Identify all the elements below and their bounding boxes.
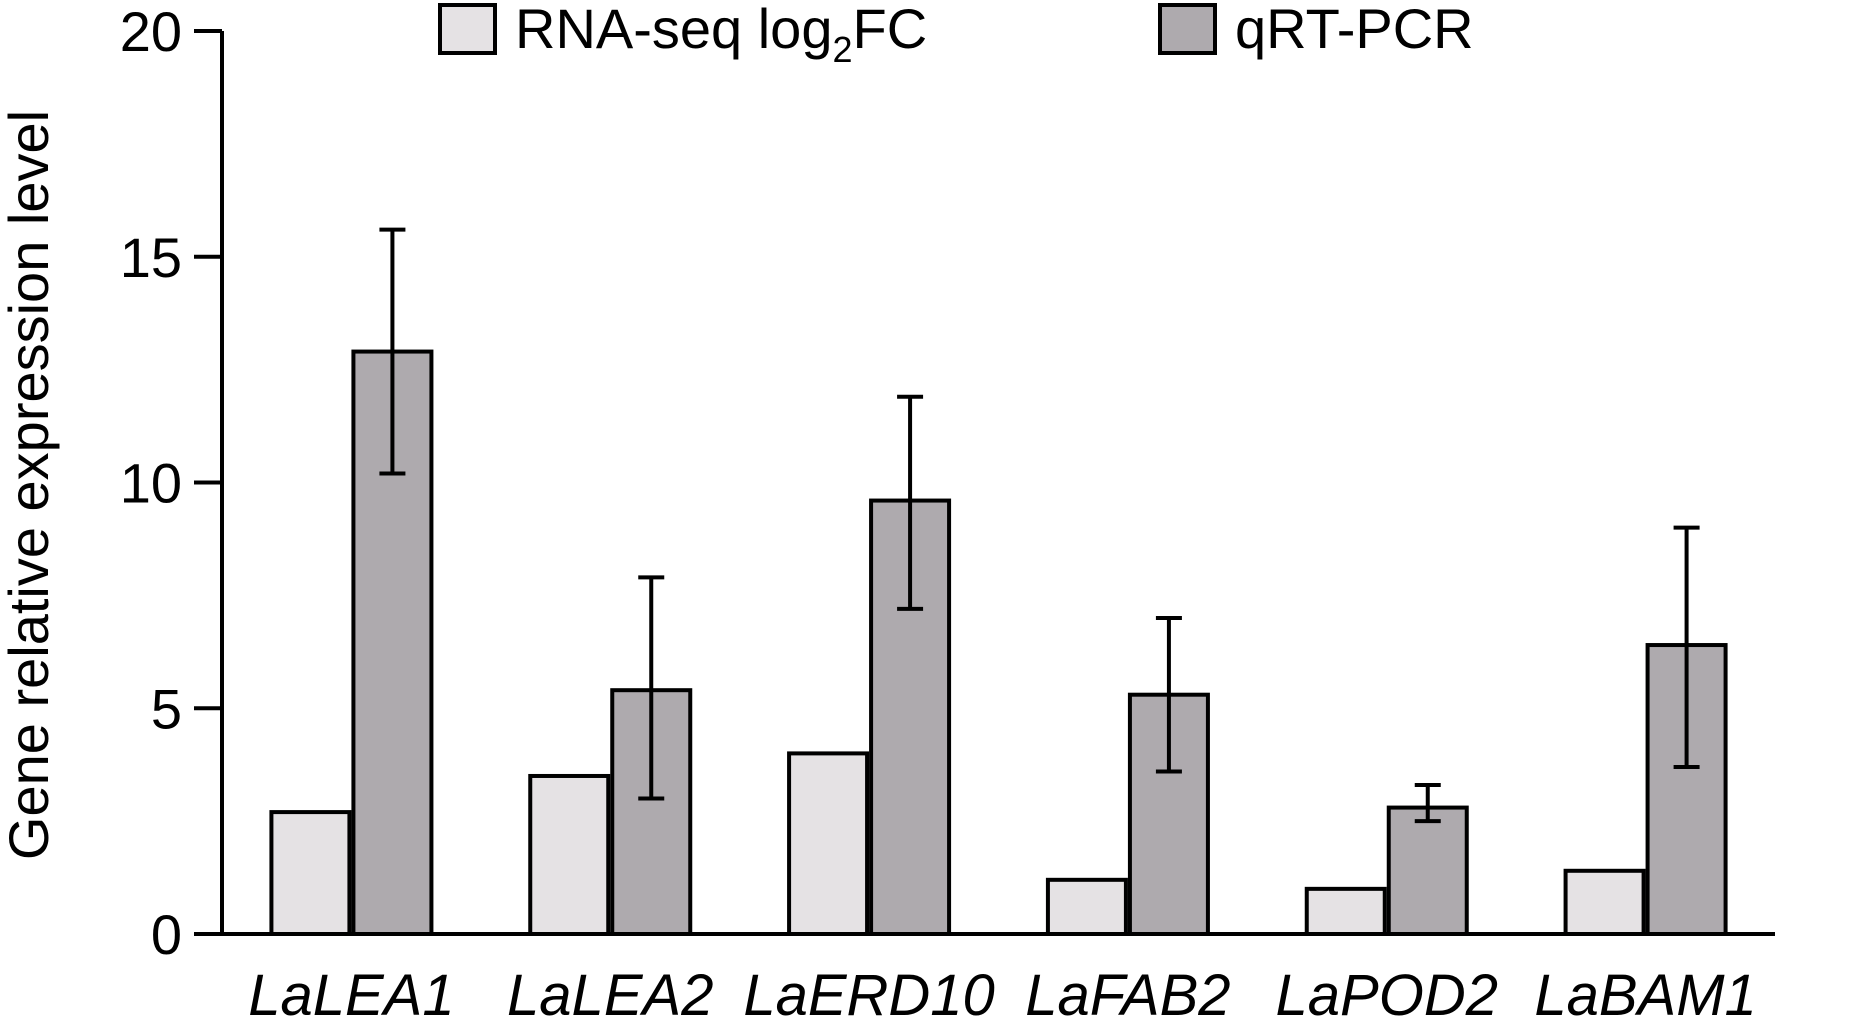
bar-qrtpcr-LaPOD2 bbox=[1386, 805, 1469, 937]
x-tick-label-LaLEA2: LaLEA2 bbox=[507, 963, 713, 1028]
y-axis-title: Gene relative expression level bbox=[0, 110, 60, 860]
y-tick-label-0: 0 bbox=[151, 903, 182, 966]
y-tick-label-2: 10 bbox=[120, 452, 182, 515]
bar-rnaseq-LaLEA1 bbox=[269, 810, 352, 936]
bar-rnaseq-LaFAB2 bbox=[1045, 877, 1128, 937]
y-tick-label-4: 20 bbox=[120, 0, 182, 63]
x-tick-label-LaERD10: LaERD10 bbox=[743, 963, 994, 1028]
y-tick-label-1: 5 bbox=[151, 677, 182, 740]
legend: RNA-seq log2FC qRT-PCR bbox=[438, 0, 1474, 70]
bar-rnaseq-LaLEA2 bbox=[528, 773, 611, 936]
y-tick-label-3: 15 bbox=[120, 226, 182, 289]
bar-rnaseq-LaBAM1 bbox=[1563, 868, 1646, 936]
x-tick-label-LaFAB2: LaFAB2 bbox=[1025, 963, 1230, 1028]
x-tick-label-LaLEA1: LaLEA1 bbox=[248, 963, 454, 1028]
bar-rnaseq-LaPOD2 bbox=[1304, 886, 1387, 936]
x-tick-label-LaPOD2: LaPOD2 bbox=[1276, 963, 1498, 1028]
legend-label-rnaseq: RNA-seq log2FC bbox=[515, 0, 927, 70]
plot-area: 0 5 10 15 20 LaLEA1 LaLEA2 LaERD10 LaFAB2 LaPOD2 L… bbox=[120, 0, 1775, 1028]
x-tick-label-LaBAM1: LaBAM1 bbox=[1534, 963, 1756, 1028]
bar-rnaseq-LaERD10 bbox=[787, 751, 870, 937]
legend-label-qrtpcr: qRT-PCR bbox=[1235, 0, 1474, 60]
legend-swatch-qrtpcr bbox=[1158, 3, 1217, 55]
legend-swatch-rnaseq bbox=[438, 3, 497, 55]
